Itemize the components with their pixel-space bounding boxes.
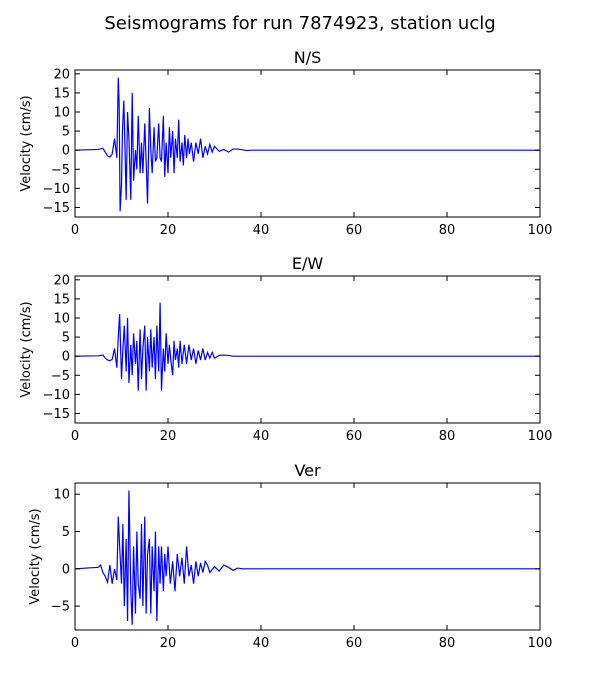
- panel-title: Ver: [294, 461, 321, 480]
- y-tick-label: −15: [43, 201, 70, 216]
- axes-frame: [74, 482, 541, 631]
- x-tick-label: 20: [160, 636, 177, 651]
- panel-2: E/W 0 20 40 60 80 100 −15 −10 −5 0 5 10 15 20 Velocity …: [19, 254, 552, 444]
- y-tick-label: 15: [53, 292, 70, 307]
- x-tick-label: 0: [71, 223, 79, 238]
- y-tick-label: 10: [53, 488, 70, 503]
- x-tick-label: 80: [439, 636, 456, 651]
- panels: N/S0 20 40 60 80 100−15−10−505101520Velocity …: [19, 48, 552, 651]
- panel-3: Ver 0 20 40 60 80 100 −5 0 5 10 Velocity (cm/s): [28, 461, 552, 651]
- x-tick-label: 60: [346, 223, 363, 238]
- x-tick-label: 40: [253, 223, 270, 238]
- y-tick-label: 10: [53, 312, 70, 327]
- seismogram-line: [75, 77, 540, 212]
- y-tick-label: −5: [51, 369, 70, 384]
- y-axis-label: Velocity (cm/s): [28, 508, 43, 604]
- y-tick-label: 10: [53, 106, 70, 121]
- y-axis-label: Velocity (cm/s): [19, 95, 34, 191]
- x-tick-label: 0: [71, 636, 79, 651]
- y-tick-label: 5: [62, 125, 70, 140]
- seismogram-line: [75, 302, 540, 391]
- x-tick-label: 100: [528, 636, 553, 651]
- x-tick-label: 100: [528, 223, 553, 238]
- x-tick-label: 80: [439, 223, 456, 238]
- panel-1: N/S 0 20 40 60 80 100 −15 −10 −5 0 5 10 15 20 Velocity …: [19, 48, 552, 238]
- y-tick-label: 5: [62, 331, 70, 346]
- panel-title: N/S: [294, 48, 322, 67]
- y-tick-label: −5: [51, 600, 70, 615]
- seismogram-line: [75, 490, 540, 625]
- y-tick-label: 0: [62, 144, 70, 159]
- y-tick-label: 0: [62, 350, 70, 365]
- panel-title: E/W: [292, 254, 324, 273]
- x-tick-label: 40: [253, 636, 270, 651]
- y-tick-label: −10: [43, 388, 70, 403]
- x-tick-label: 40: [253, 429, 270, 444]
- figure-title: Seismograms for run 7874923, station ucl…: [104, 13, 495, 34]
- x-tick-label: 20: [160, 429, 177, 444]
- y-tick-label: 0: [62, 562, 70, 577]
- axes-frame: [74, 69, 541, 218]
- x-tick-label: 80: [439, 429, 456, 444]
- x-tick-label: 60: [346, 429, 363, 444]
- y-tick-label: −10: [43, 182, 70, 197]
- y-tick-label: 15: [53, 86, 70, 101]
- x-tick-label: 0: [71, 429, 79, 444]
- y-tick-label: 20: [53, 67, 70, 82]
- axes-frame: [74, 275, 541, 424]
- x-tick-label: 20: [160, 223, 177, 238]
- y-tick-label: 5: [62, 525, 70, 540]
- y-axis-label: Velocity (cm/s): [19, 301, 34, 397]
- x-tick-label: 100: [528, 429, 553, 444]
- y-tick-label: 20: [53, 273, 70, 288]
- y-tick-label: −15: [43, 407, 70, 422]
- x-tick-label: 60: [346, 636, 363, 651]
- y-tick-label: −5: [51, 163, 70, 178]
